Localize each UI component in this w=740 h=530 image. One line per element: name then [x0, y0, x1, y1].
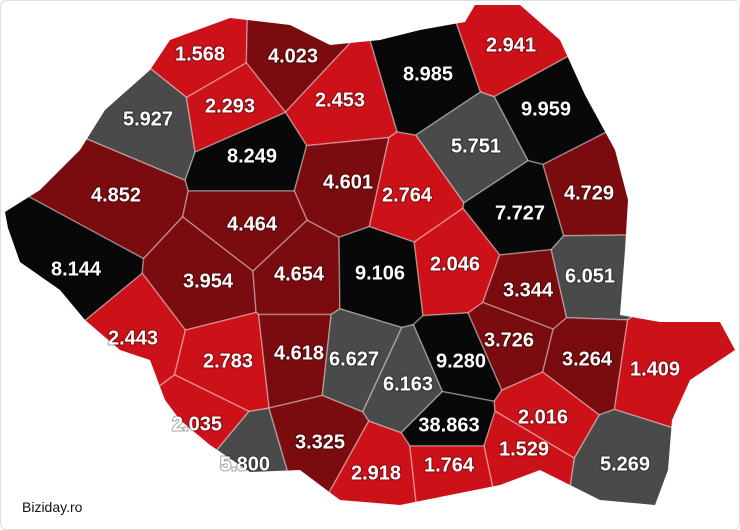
county-label: 3.325 — [295, 431, 345, 453]
county-label: 8.144 — [51, 258, 102, 280]
county-label: 3.954 — [183, 270, 234, 292]
county-label: 8.985 — [403, 63, 453, 85]
county — [268, 394, 370, 505]
county-label: 4.654 — [274, 263, 325, 285]
county-label: 1.529 — [499, 438, 549, 460]
county-label: 4.601 — [323, 171, 373, 193]
county-label: 2.453 — [315, 89, 365, 111]
county-label: 6.163 — [383, 373, 433, 395]
county-label: 2.918 — [351, 462, 401, 484]
county-label: 9.959 — [521, 98, 571, 120]
county-label: 2.293 — [205, 95, 255, 117]
labels: 1.568 4.023 8.985 2.941 5.927 2.293 2.453 9.959… — [50, 33, 681, 485]
county-label: 5.800 — [220, 453, 270, 475]
county-label: 5.269 — [600, 453, 650, 475]
county-label: 8.249 — [227, 145, 277, 167]
county-label: 4.618 — [274, 342, 324, 364]
county-label: 4.464 — [227, 213, 278, 235]
county — [462, 159, 565, 256]
county-label: 2.016 — [518, 406, 568, 428]
county-label: 1.764 — [424, 454, 475, 476]
county-label: 4.729 — [564, 182, 614, 204]
county-label: 1.409 — [630, 358, 680, 380]
county-label: 2.764 — [382, 184, 433, 206]
county-label: 9.280 — [436, 350, 486, 372]
county-label: 2.783 — [203, 350, 253, 372]
county-label: 5.751 — [451, 135, 501, 157]
county-label: 6.627 — [329, 348, 379, 370]
county-label: 2.035 — [172, 413, 222, 435]
county-label: 3.726 — [484, 329, 534, 351]
county-label: 2.443 — [108, 327, 158, 349]
county-label: 1.568 — [175, 43, 225, 65]
county-label: 4.852 — [91, 184, 141, 206]
county — [409, 445, 503, 505]
county-label: 3.264 — [562, 348, 613, 370]
county-label: 4.023 — [268, 45, 318, 67]
county-label: 2.046 — [430, 253, 480, 275]
county-label: 3.344 — [503, 279, 554, 301]
county-label: 9.106 — [355, 262, 405, 284]
county-label: 5.927 — [123, 108, 173, 130]
county-label: 6.051 — [565, 265, 615, 287]
county-label: 38.863 — [418, 414, 479, 436]
county-label: 7.727 — [495, 202, 545, 224]
county-label: 2.941 — [486, 34, 536, 56]
source: Biziday.ro — [22, 499, 83, 515]
